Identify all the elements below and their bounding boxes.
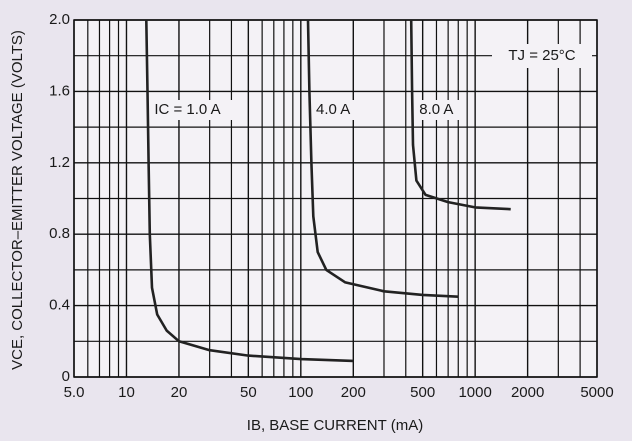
y-tick-label: 1.2: [49, 154, 70, 171]
curve-label: 4.0 A: [316, 101, 350, 118]
y-tick-label: 1.6: [49, 82, 70, 99]
curve: [409, 19, 511, 211]
curve: [306, 19, 459, 298]
x-axis-label: IB, BASE CURRENT (mA): [247, 417, 423, 434]
label-bg: [314, 100, 361, 120]
y-tick-label: 0.8: [49, 225, 70, 242]
x-tick-label: 10: [118, 384, 135, 401]
x-tick-label: 2000: [511, 384, 544, 401]
curve: [145, 19, 354, 363]
x-tick-label: 500: [410, 384, 435, 401]
y-tick-label: 0: [62, 368, 70, 385]
label-bg: [152, 100, 242, 120]
x-tick-label: 20: [171, 384, 188, 401]
label-bg: [417, 100, 464, 120]
y-axis-label: VCE, COLLECTOR–EMITTER VOLTAGE (VOLTS): [9, 30, 26, 370]
x-tick-label: 100: [288, 384, 313, 401]
curve-label: IC = 1.0 A: [154, 101, 220, 118]
y-tick-label: 0.4: [49, 297, 70, 314]
x-tick-label: 1000: [458, 384, 491, 401]
annotation: TJ = 25°C: [508, 47, 575, 64]
x-tick-label: 200: [341, 384, 366, 401]
annotation-bg: [492, 44, 592, 68]
x-tick-label: 50: [240, 384, 257, 401]
curve-label: 8.0 A: [419, 101, 453, 118]
y-tick-label: 2.0: [49, 11, 70, 28]
plot-frame: [73, 19, 598, 378]
x-tick-label: 5.0: [64, 384, 85, 401]
x-tick-label: 5000: [580, 384, 613, 401]
